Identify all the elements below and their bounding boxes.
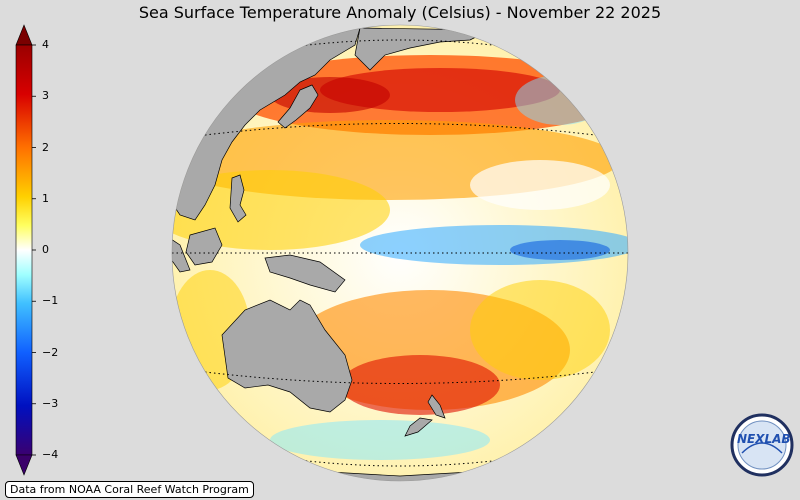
colorbar-tick-label: −1 (42, 294, 59, 308)
anomaly-southeast-yellow (470, 280, 610, 380)
nexlab-logo-text: NEXLAB (737, 432, 791, 446)
anomaly-south-pacific-red (340, 355, 500, 415)
gridline-30n (204, 123, 596, 136)
land-philippines (229, 174, 247, 223)
data-credit-label: Data from NOAA Coral Reef Watch Program (5, 481, 254, 498)
anomaly-east-white (470, 160, 610, 210)
land-new-guinea (264, 254, 346, 293)
land-japan (277, 84, 319, 129)
colorbar-tick-label: 3 (42, 89, 49, 103)
colorbar-tick-label: −3 (42, 396, 59, 410)
colorbar-tick-label: 2 (42, 140, 49, 154)
colorbar-lower-arrow (15, 454, 33, 476)
nexlab-logo-icon (730, 413, 794, 477)
colorbar-tick-label: 4 (42, 38, 49, 51)
land-new-zealand-north (427, 394, 446, 419)
anomaly-east-cold-core (510, 240, 610, 260)
anomaly-southern-cool (270, 420, 490, 460)
land-borneo (185, 227, 223, 266)
land-new-zealand-south (404, 417, 433, 437)
colorbar-tick-label: −4 (42, 448, 59, 461)
gridline-60n (269, 39, 531, 51)
colorbar-tick-label: 1 (42, 191, 49, 205)
anomaly-northeast-cool (515, 75, 605, 125)
gridline-30s (204, 371, 596, 384)
colorbar (15, 24, 36, 476)
land-australia (221, 299, 353, 413)
latitude-gridlines (172, 39, 628, 467)
globe-outline (171, 24, 629, 482)
map-title: Sea Surface Temperature Anomaly (Celsius… (138, 3, 662, 22)
gridline-60s (269, 455, 531, 467)
colorbar-tick-label: −2 (42, 345, 59, 359)
colorbar-tick-label: 0 (42, 243, 49, 256)
